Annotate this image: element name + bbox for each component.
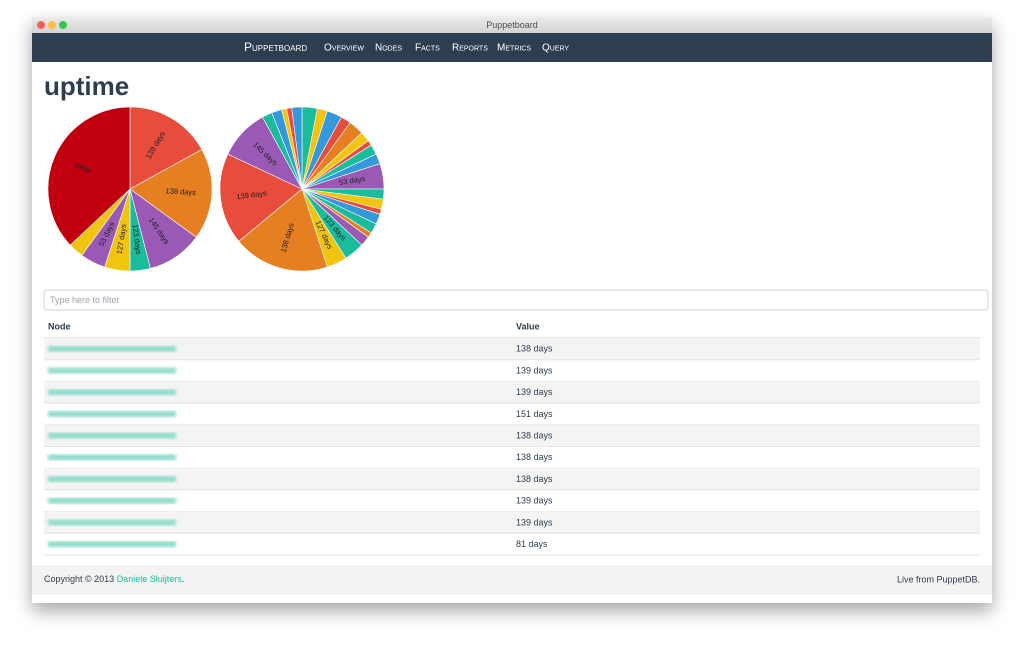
nav-link[interactable]: Query bbox=[542, 43, 569, 54]
slice-label: 138 days bbox=[165, 186, 196, 197]
column-header: Value bbox=[516, 321, 540, 331]
pie-slice bbox=[238, 188, 328, 272]
pie-slice bbox=[47, 106, 131, 246]
cell-value: 138 days bbox=[516, 452, 553, 462]
cell-value: 139 days bbox=[516, 387, 553, 397]
node-link-blurred[interactable] bbox=[48, 410, 176, 417]
node-link-blurred[interactable] bbox=[48, 389, 176, 396]
node-link-blurred[interactable] bbox=[48, 432, 176, 439]
nav-link[interactable]: Reports bbox=[452, 43, 488, 54]
minimize-button[interactable] bbox=[48, 21, 56, 29]
pie-slice bbox=[219, 153, 303, 242]
node-link-blurred[interactable] bbox=[48, 519, 176, 526]
footer bbox=[32, 565, 992, 595]
node-link-blurred[interactable] bbox=[48, 476, 176, 483]
nav-link[interactable]: Facts bbox=[415, 43, 440, 54]
cell-value: 139 days bbox=[516, 496, 553, 506]
cell-value: 139 days bbox=[516, 365, 553, 375]
nav-link[interactable]: Metrics bbox=[497, 43, 531, 54]
zoom-button[interactable] bbox=[59, 21, 67, 29]
cell-value: 138 days bbox=[516, 344, 553, 354]
row-stripe bbox=[44, 338, 980, 360]
cell-value: 138 days bbox=[516, 431, 553, 441]
navbar bbox=[32, 33, 992, 62]
row-stripe bbox=[44, 468, 980, 490]
title-bar bbox=[32, 17, 992, 33]
slice-label: 53 days bbox=[338, 174, 366, 187]
copyright: Copyright © 2013 Daniele Sluijters. bbox=[44, 574, 184, 584]
row-stripe bbox=[44, 511, 980, 534]
cell-value: 81 days bbox=[516, 539, 548, 549]
nav-link[interactable]: Overview bbox=[324, 43, 364, 54]
slice-label: 139 days bbox=[236, 188, 268, 201]
filter-input[interactable] bbox=[43, 289, 989, 311]
pie-slice bbox=[129, 149, 213, 238]
cell-value: 139 days bbox=[516, 517, 553, 527]
cell-value: 138 days bbox=[516, 474, 553, 484]
node-link-blurred[interactable] bbox=[48, 497, 176, 504]
node-link-blurred[interactable] bbox=[48, 454, 176, 461]
column-header: Node bbox=[48, 321, 71, 331]
period: . bbox=[182, 574, 185, 584]
author-link[interactable]: Daniele Sluijters bbox=[117, 574, 183, 584]
cell-value: 151 days bbox=[516, 409, 553, 419]
slice-label: 123 days bbox=[131, 224, 144, 256]
page-heading: uptime bbox=[44, 71, 129, 101]
pie-slice bbox=[291, 106, 303, 190]
window-title: Puppetboard bbox=[486, 20, 538, 30]
copyright-text: Copyright © 2013 bbox=[44, 574, 114, 584]
brand[interactable]: Puppetboard bbox=[244, 40, 307, 54]
nav-link[interactable]: Nodes bbox=[375, 43, 402, 54]
node-link-blurred[interactable] bbox=[48, 541, 176, 548]
row-stripe bbox=[44, 381, 980, 404]
pie-slice bbox=[129, 106, 203, 190]
row-stripe bbox=[44, 424, 980, 447]
node-link-blurred[interactable] bbox=[48, 345, 176, 352]
source-note: Live from PuppetDB. bbox=[897, 574, 980, 584]
filter-placeholder: Type here to filter bbox=[50, 295, 120, 305]
close-button[interactable] bbox=[37, 21, 45, 29]
node-link-blurred[interactable] bbox=[48, 367, 176, 374]
